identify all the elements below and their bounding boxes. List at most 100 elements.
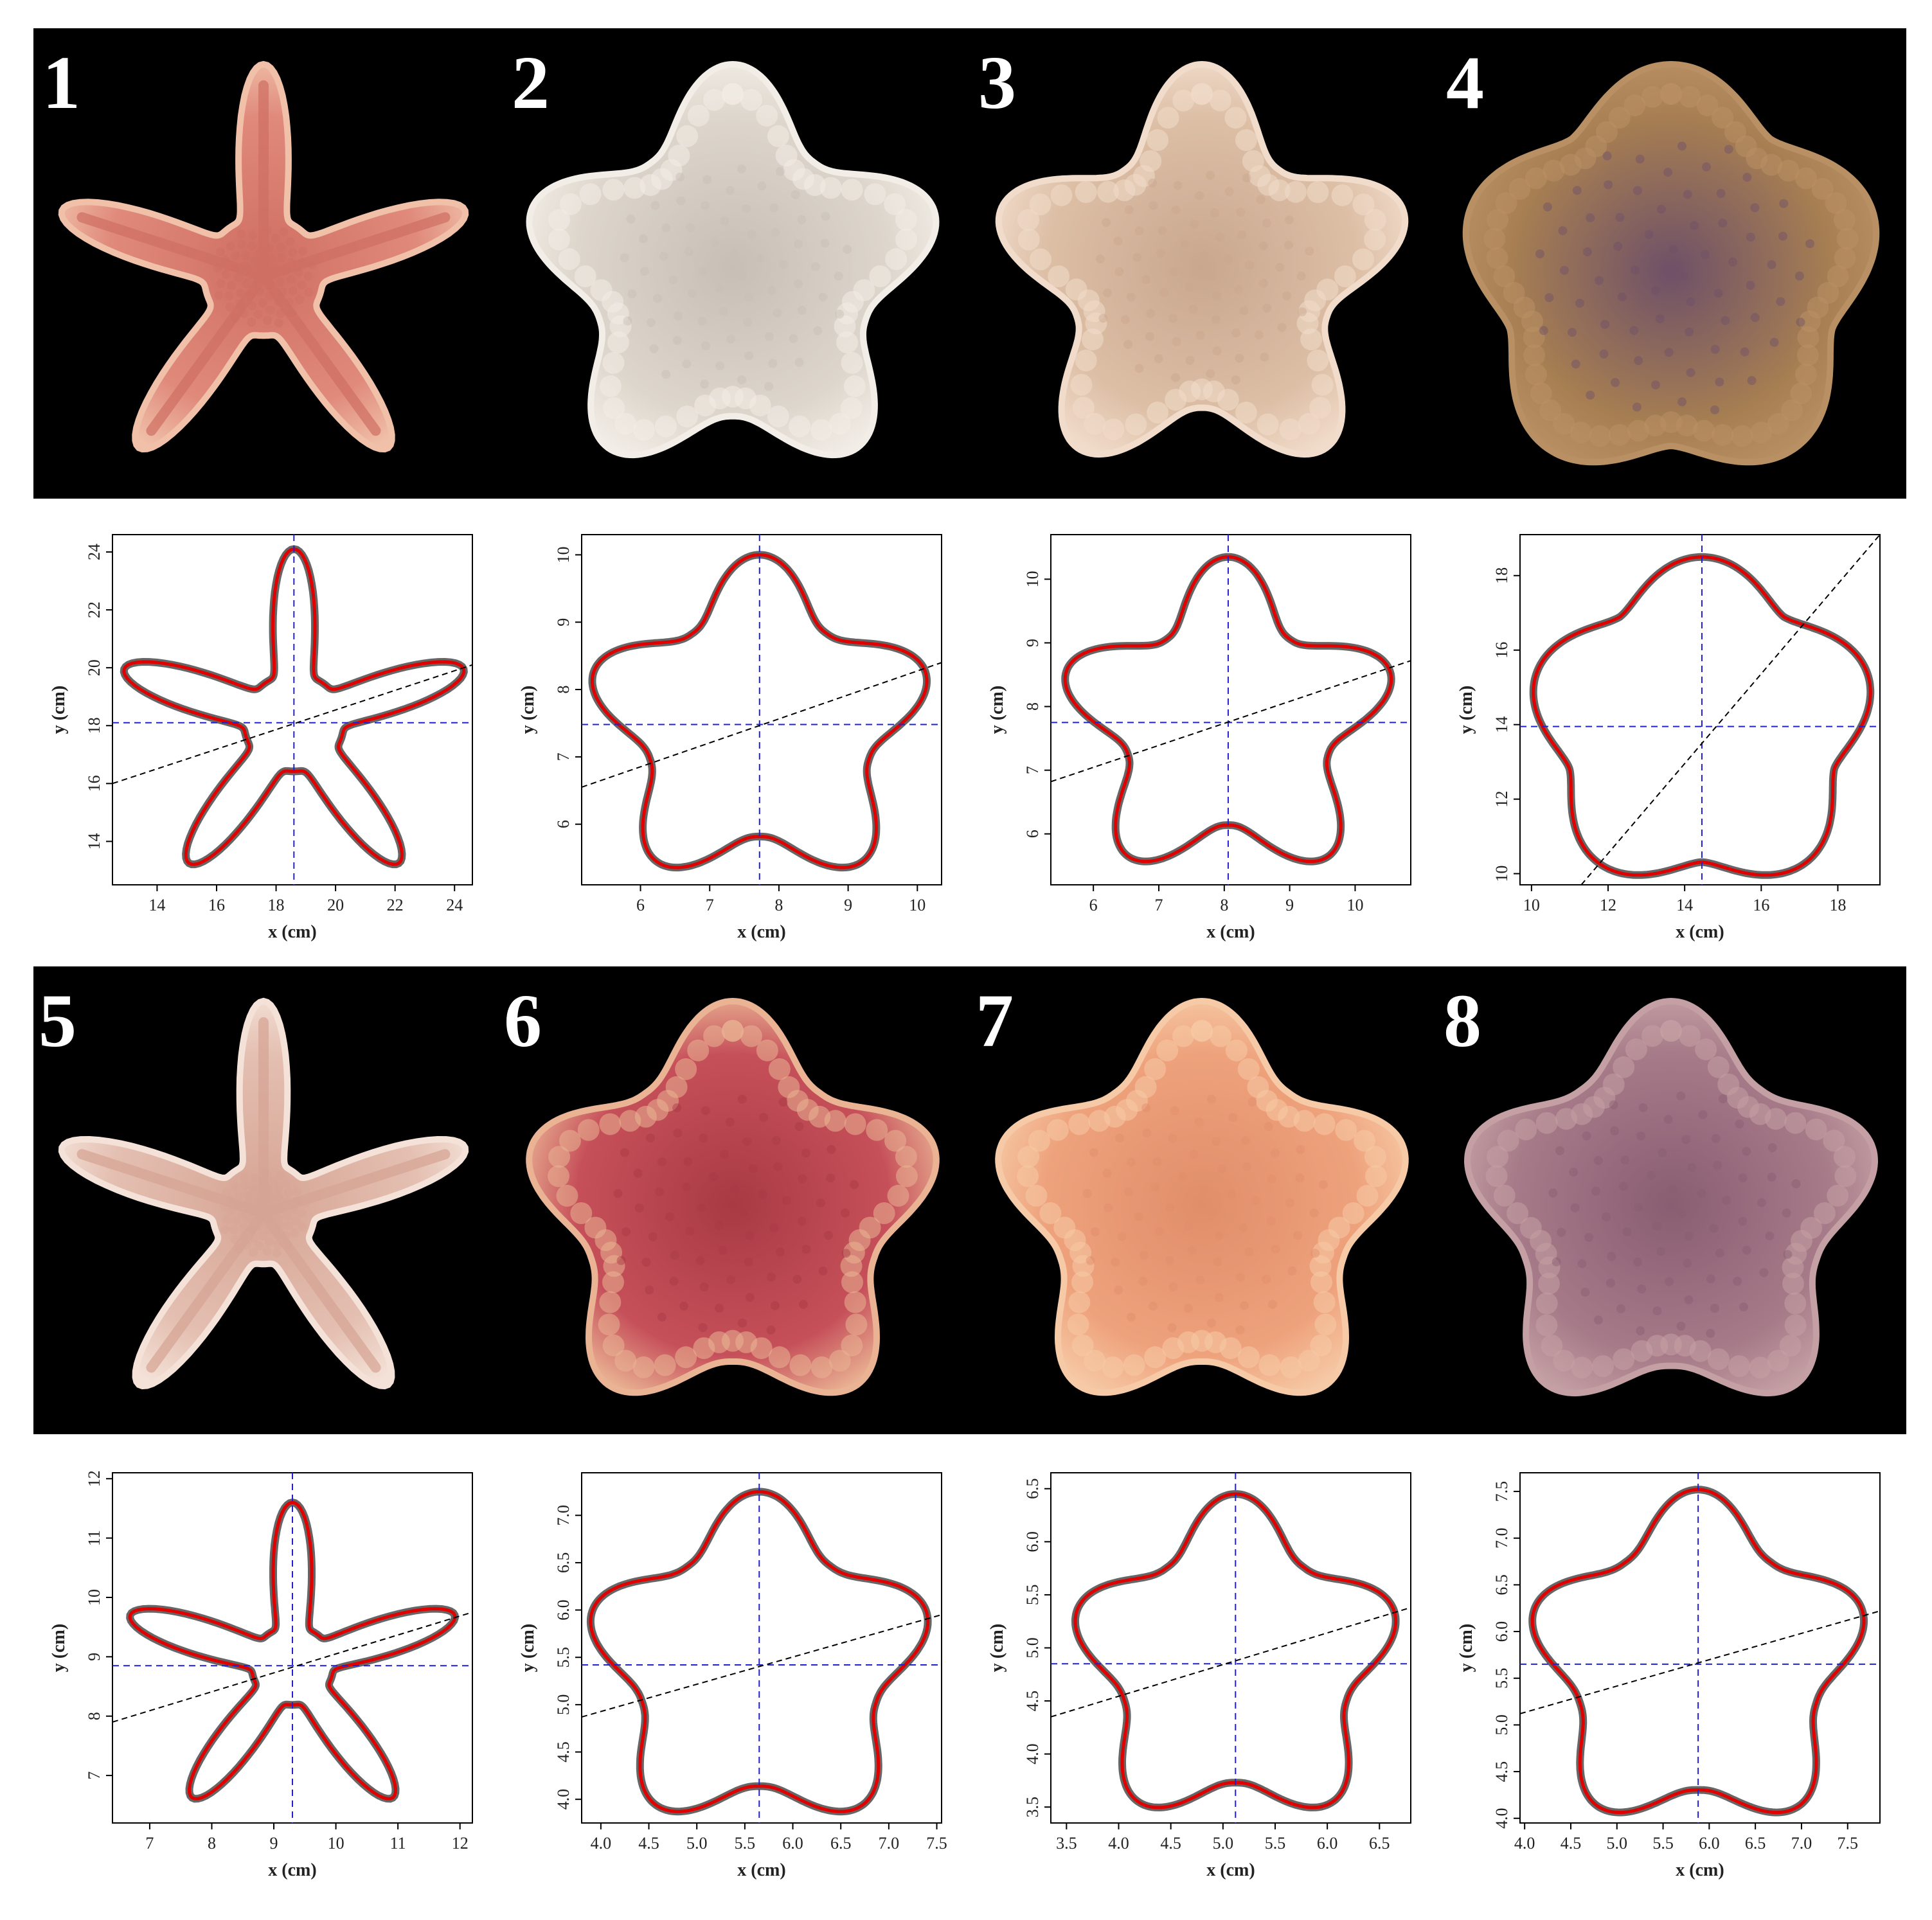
marginal-plate [603,1255,625,1277]
surface-granule [798,1174,807,1184]
marginal-plate [1559,154,1582,176]
specimen-photo-3 [995,60,1409,458]
y-tick-label: 10 [1492,866,1511,882]
surface-granule [1199,251,1208,260]
surface-granule [840,1208,850,1218]
surface-granule [737,375,747,385]
marginal-plate [1147,401,1169,423]
x-axis-label: x (cm) [1676,922,1724,942]
marginal-plate [556,1184,578,1207]
marginal-plate [1805,1118,1827,1141]
marginal-plate [655,415,677,438]
y-tick-label: 5.0 [1023,1637,1042,1658]
x-tick-label: 5.5 [1265,1834,1286,1853]
specimen-body [1463,997,1879,1397]
surface-granule [699,1133,708,1143]
surface-granule [1805,239,1815,249]
surface-granule [1702,162,1712,172]
surface-granule [1668,1184,1678,1193]
marginal-plate [767,125,789,147]
marginal-plate [1316,278,1339,301]
surface-granule [1617,292,1627,302]
specimen-photo-2 [526,60,940,459]
marginal-plate [1046,1119,1069,1141]
marginal-plate [1797,326,1820,349]
surface-granule [718,1245,728,1255]
x-tick-label: 6.0 [1699,1834,1720,1853]
marginal-plate [1354,1130,1376,1152]
y-tick-label: 4.5 [1492,1761,1511,1782]
surface-granule [1636,1326,1645,1336]
surface-granule [794,1122,804,1132]
outline-plot-7: 3.5 4.0 4.5 5.0 5.5 6.0 6.5 3.5 4.0 4.5 5.0 5.5 6.0 6… [987,1472,1411,1880]
surface-granule [249,1248,258,1258]
arm-groove [258,212,451,281]
surface-granule [289,1205,298,1214]
plot-frame [581,1472,942,1824]
surface-granule [1172,337,1181,346]
surface-granule [287,274,296,284]
surface-granule [767,285,776,295]
surface-granule [1185,283,1195,292]
surface-granule [710,237,719,247]
surface-granule [248,231,258,240]
surface-granule [276,242,286,252]
surface-granule [1217,1164,1227,1173]
surface-granule [1183,1221,1193,1231]
marginal-plate [1084,1349,1106,1372]
marginal-plate [1507,1202,1529,1224]
marginal-plate [1623,94,1646,116]
x-tick-label: 4.0 [1514,1834,1535,1853]
surface-granule [1599,349,1609,359]
surface-granule [292,1216,301,1225]
surface-granule [1150,1182,1160,1192]
specimen-body [1462,60,1880,466]
marginal-plate [1235,401,1257,423]
surface-granule [237,1209,247,1219]
surface-granule [798,1216,807,1226]
x-tick-label: 16 [208,896,225,914]
marginal-plate [884,1130,907,1152]
surface-granule [1275,262,1285,272]
surface-granule [758,1189,767,1199]
surface-granule [745,1231,755,1240]
surface-granule [626,214,636,224]
marginal-plate [1535,1292,1558,1315]
marginal-plate [843,375,866,398]
marginal-plate [887,1184,909,1207]
surface-granule [698,1323,708,1333]
y-tick-label: 20 [85,659,103,676]
surface-granule [1242,173,1251,182]
marginal-plate [1784,1292,1807,1315]
surface-granule [1134,226,1144,236]
surface-granule [686,223,695,233]
surface-granule [1684,1295,1694,1304]
surface-granule [1697,1189,1706,1198]
surface-granule [1102,218,1111,227]
surface-granule [248,1207,258,1216]
surface-granule [661,369,671,379]
surface-granule [246,269,256,279]
surface-granule [269,1175,279,1185]
surface-granule [742,204,751,213]
marginal-plate [675,1346,697,1369]
surface-granule [1650,286,1660,296]
surface-granule [258,235,267,245]
surface-granule [247,301,257,310]
surface-granule [1213,1257,1222,1267]
x-tick-label: 5.0 [1607,1834,1628,1853]
surface-granule [1580,1287,1590,1297]
y-axis-label: y (cm) [518,686,538,734]
x-axis-label: x (cm) [268,1860,316,1880]
symmetry-axis-line [112,664,472,785]
surface-granule [1086,1256,1095,1265]
outline-plot-5: 7 8 9 10 11 12 7 8 9 10 11 12 x (cm) y (cm) [49,1470,473,1880]
surface-granule [1548,1188,1558,1198]
surface-granule [1735,1119,1744,1129]
surface-granule [1114,267,1124,276]
specimen-body [995,60,1409,458]
arm-groove [258,1208,381,1373]
surface-granule [1586,390,1595,400]
marginal-plate [1102,418,1125,441]
specimen-photo-7 [995,997,1409,1396]
